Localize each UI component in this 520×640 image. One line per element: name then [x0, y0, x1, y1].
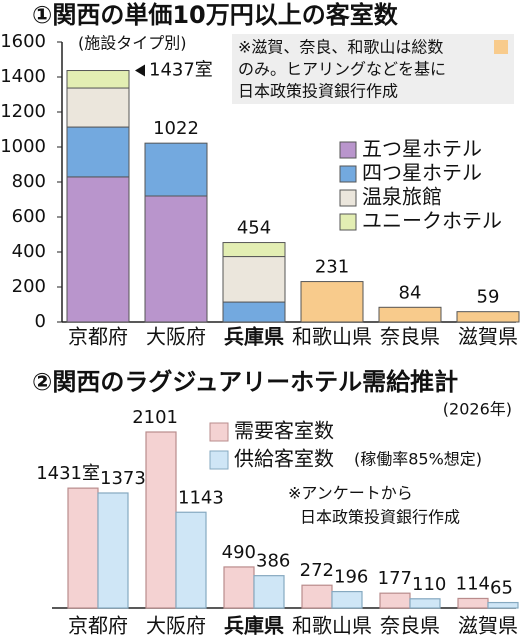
- legend-label: 需要客室数: [234, 419, 334, 443]
- bar: [331, 590, 363, 609]
- bar: [409, 598, 441, 609]
- bar-segment: [66, 176, 130, 323]
- bar-segment: [222, 242, 286, 258]
- total-label: 1437室: [149, 60, 213, 81]
- legend-label: 四つ星ホテル: [362, 161, 482, 185]
- legend-swatch: [339, 189, 357, 207]
- y-tick-label: 1000: [0, 136, 46, 157]
- note: 日本政策投資銀行作成: [300, 508, 460, 527]
- value-label: 272: [300, 560, 334, 581]
- bar: [67, 487, 99, 609]
- note-swatch: [494, 40, 508, 54]
- legend-swatch: [339, 165, 357, 183]
- y-tick-label: 1200: [0, 101, 46, 122]
- legend-swatch: [339, 141, 357, 159]
- value-label: 84: [399, 282, 422, 303]
- legend-swatch: [209, 422, 229, 442]
- total-label: 1022: [153, 118, 199, 139]
- bar: [301, 584, 333, 609]
- y-tick-label: 0: [35, 311, 46, 332]
- bar-segment: [66, 87, 130, 128]
- value-label: 386: [256, 551, 290, 572]
- y-tick-label: 1600: [0, 31, 46, 52]
- bar-segment: [66, 70, 130, 89]
- bar: [487, 601, 519, 609]
- value-label: 65: [490, 578, 513, 599]
- y-tick-label: 600: [12, 206, 46, 227]
- note: ※滋賀、奈良、和歌山は総数: [238, 38, 443, 57]
- bar-segment: [378, 306, 442, 323]
- chart-subtitle: (2026年): [443, 400, 512, 419]
- note: のみ。ヒアリングなどを基に: [238, 60, 446, 79]
- bar-segment: [456, 311, 520, 323]
- legend-label: 供給客室数: [234, 447, 334, 471]
- y-tick-label: 400: [12, 241, 46, 262]
- legend-swatch: [209, 450, 229, 470]
- value-label: 2101: [132, 407, 178, 428]
- bar-segment: [144, 195, 208, 323]
- legend-label: ユニークホテル: [362, 209, 502, 233]
- bar-segment: [300, 281, 364, 323]
- value-label: 490: [222, 542, 256, 563]
- chart-title: ②関西のラグジュアリーホテル需給推計: [32, 368, 458, 396]
- legend-label: 温泉旅館: [362, 185, 442, 209]
- bar-segment: [222, 301, 286, 323]
- chart-subtitle: (施設タイプ別): [78, 34, 187, 53]
- pointer: [135, 64, 145, 77]
- x-tick-label: 奈良県: [380, 325, 440, 349]
- bar: [379, 592, 411, 609]
- x-tick-label: 京都府: [68, 325, 128, 349]
- value-label: 1431室: [36, 463, 100, 484]
- legend-label: 五つ星ホテル: [362, 137, 482, 161]
- x-tick-label: 奈良県: [380, 614, 440, 638]
- value-label: 1373: [100, 468, 146, 489]
- bar-segment: [222, 256, 286, 303]
- note: 日本政策投資銀行作成: [238, 82, 398, 101]
- y-tick-label: 800: [12, 171, 46, 192]
- bar: [223, 566, 255, 609]
- x-tick-label: 兵庫県: [224, 614, 284, 638]
- value-label: 59: [477, 287, 500, 308]
- bar: [97, 492, 129, 609]
- x-tick-label: 京都府: [68, 614, 128, 638]
- value-label: 110: [412, 574, 446, 595]
- bar: [175, 511, 207, 609]
- x-tick-label: 大阪府: [146, 325, 206, 349]
- x-tick-label: 和歌山県: [292, 614, 372, 638]
- bar: [145, 431, 177, 609]
- bar: [253, 575, 285, 609]
- value-label: 231: [315, 257, 349, 278]
- legend-swatch: [339, 213, 357, 231]
- note: ※アンケートから: [288, 484, 413, 503]
- chart-title: ①関西の単価10万円以上の客室数: [32, 1, 399, 29]
- total-label: 454: [237, 218, 271, 239]
- bar: [457, 597, 489, 609]
- x-tick-label: 兵庫県: [224, 325, 284, 349]
- y-tick-label: 200: [12, 276, 46, 297]
- value-label: 177: [378, 568, 412, 589]
- x-tick-label: 和歌山県: [292, 325, 372, 349]
- value-label: 196: [334, 567, 368, 588]
- y-tick-label: 1400: [0, 66, 46, 87]
- value-label: 114: [456, 573, 490, 594]
- bar-segment: [66, 126, 130, 178]
- legend-note: (稼働率85%想定): [354, 450, 482, 469]
- bar-segment: [144, 142, 208, 197]
- value-label: 1143: [178, 487, 224, 508]
- x-tick-label: 滋賀県: [458, 325, 518, 349]
- x-tick-label: 大阪府: [146, 614, 206, 638]
- note-box: [232, 34, 514, 104]
- x-tick-label: 滋賀県: [458, 614, 518, 638]
